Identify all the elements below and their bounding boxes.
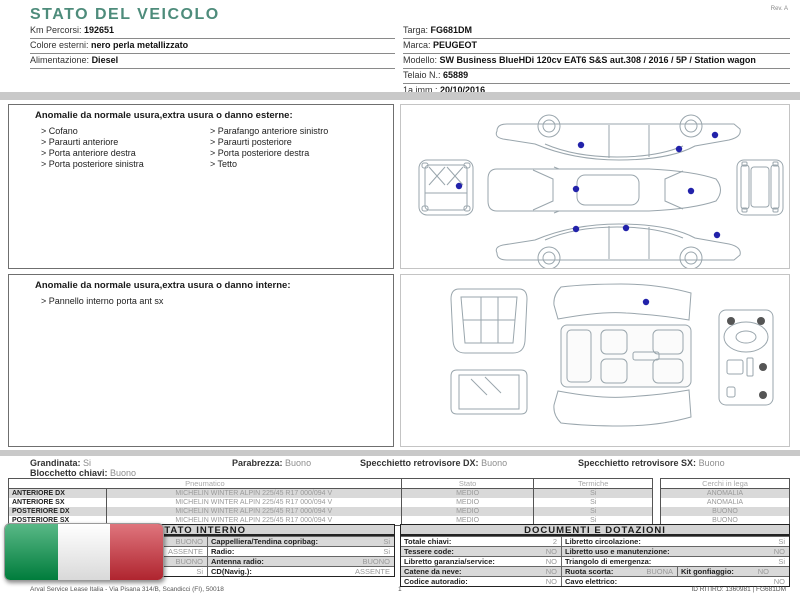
exterior-anomalies-panel: Anomalie da normale usura,extra usura o …: [8, 104, 394, 269]
condition-grandinata: Grandinata: Si: [30, 458, 92, 468]
stato-interno-row: BUONO Cappelliera/Tendina copribag: Si: [9, 536, 394, 546]
tire-row: ANTERIORE SX MICHELIN WINTER ALPIN 225/45…: [9, 498, 652, 507]
anomaly-item: Porta posteriore sinistra: [41, 159, 210, 170]
cerchi-row: ANOMALIA: [706, 499, 744, 506]
anomaly-item: Pannello interno porta ant sx: [41, 296, 210, 307]
italy-flag: [4, 523, 164, 581]
exterior-anomalies-title: Anomalie da normale usura,extra usura o …: [35, 110, 293, 121]
tire-header-pneumatico: Pneumatico: [185, 479, 225, 488]
damage-marker: [687, 187, 695, 195]
documenti-row: Tessere code: NO Libretto uso e manutenzio…: [401, 546, 789, 556]
documenti-row: Totale chiavi: 2 Libretto circolazione: Si: [401, 536, 789, 546]
condition-specchietto-dx: Specchietto retrovisore DX: Buono: [360, 458, 508, 468]
damage-marker: [675, 145, 683, 153]
damage-marker: [455, 182, 463, 190]
flag-green-band: [5, 524, 58, 580]
anomaly-item: Porta anteriore destra: [41, 148, 210, 159]
condition-specchietto-sx: Specchietto retrovisore SX: Buono: [578, 458, 725, 468]
footer-address: Arval Service Lease Italia - Via Pisana …: [30, 586, 224, 593]
field-km: Km Percorsi: 192651: [30, 24, 395, 39]
anomaly-item: Porta posteriore destra: [210, 148, 379, 159]
page-title: STATO DEL VEICOLO: [30, 6, 220, 23]
documenti-title: DOCUMENTI E DOTAZIONI: [401, 525, 789, 536]
flag-white-band: [57, 524, 111, 580]
anomaly-item: Parafango anteriore sinistro: [210, 126, 379, 137]
cerchi-row: ANOMALIA: [661, 489, 789, 498]
damage-marker: [711, 131, 719, 139]
anomaly-item: Paraurti anteriore: [41, 137, 210, 148]
damage-marker: [622, 224, 630, 232]
tire-row: POSTERIORE DX MICHELIN WINTER ALPIN 225/4…: [9, 507, 652, 516]
dashboard-view: [718, 309, 774, 406]
interior-anomalies-panel: Anomalie da normale usura,extra usura o …: [8, 274, 394, 447]
documenti-row: Catene da neve: NO Ruota scorta: BUONA Kit g…: [401, 566, 789, 576]
interior-car-diagram: [450, 283, 774, 427]
tire-row: ANTERIORE DX MICHELIN WINTER ALPIN 225/45…: [9, 489, 652, 498]
documenti-row: Codice autoradio: NO Cavo elettrico: NO: [401, 576, 789, 586]
rear-window-view: [450, 369, 528, 415]
vehicle-fields-right: Targa: FG681DM Marca: PEUGEOT Modello: S…: [403, 24, 790, 99]
anomaly-item: Tetto: [210, 159, 379, 170]
damage-marker: [572, 185, 580, 193]
footer-page-number: 1: [398, 586, 402, 593]
car-side-view-left: [495, 223, 741, 268]
flag-red-band: [110, 524, 163, 580]
cerchi-row: BUONO: [712, 517, 738, 524]
documenti-row: Libretto garanzia/service: NO Triangolo di…: [401, 556, 789, 566]
documenti-dotazioni-table: DOCUMENTI E DOTAZIONI Totale chiavi: 2 Lib…: [400, 524, 790, 587]
car-rear-view: [736, 159, 784, 216]
cerchi-header: Cerchi in lega: [702, 479, 748, 488]
exterior-car-diagram: [418, 114, 784, 268]
footer-ritiro-id: ID RITIRO: 1360981 | FG681DM: [691, 586, 786, 593]
trunk-view: [450, 288, 528, 354]
alloy-wheels-table: Cerchi in lega ANOMALIA ANOMALIA BUONO B…: [660, 478, 790, 526]
field-modello: Modello: SW Business BlueHDi 120cv EAT6 …: [403, 54, 790, 69]
tire-table: Pneumatico Stato Termiche ANTERIORE DX MI…: [8, 478, 653, 526]
tire-row: POSTERIORE SX MICHELIN WINTER ALPIN 225/4…: [9, 516, 652, 525]
anomaly-item: Paraurti posteriore: [210, 137, 379, 148]
vehicle-fields-left: Km Percorsi: 192651 Colore esterni: nero…: [30, 24, 395, 69]
field-targa: Targa: FG681DM: [403, 24, 790, 39]
damage-marker: [713, 231, 721, 239]
condition-blocchetto-chiavi: Blocchetto chiavi: Buono: [30, 468, 137, 478]
revision-label: Rev. A: [770, 6, 788, 12]
stato-interno-title: STATO INTERNO: [9, 525, 394, 536]
interior-diagram-panel: [400, 274, 790, 447]
damage-marker: [572, 225, 580, 233]
stato-interno-row: BUONO Antenna radio: BUONO: [9, 556, 394, 566]
tire-header-termiche: Termiche: [533, 479, 652, 488]
anomaly-item: Cofano: [41, 126, 210, 137]
interior-anomalies-title: Anomalie da normale usura,extra usura o …: [35, 280, 291, 291]
separator-band-middle: [0, 450, 800, 456]
field-telaio: Telaio N.: 65889: [403, 69, 790, 84]
damage-marker: [642, 298, 650, 306]
damage-marker: [577, 141, 585, 149]
separator-band-top: [0, 92, 800, 100]
field-colore: Colore esterni: nero perla metallizzato: [30, 39, 395, 54]
car-plan-view: [487, 166, 721, 214]
exterior-diagram-panel: [400, 104, 790, 269]
condition-parabrezza: Parabrezza: Buono: [232, 458, 312, 468]
cabin-plan-view: [553, 283, 692, 427]
stato-interno-row: Si CD(Navig.): ASSENTE: [9, 566, 394, 576]
stato-interno-row: ASSENTE Radio: Si: [9, 546, 394, 556]
tire-header-stato: Stato: [400, 479, 534, 488]
field-marca: Marca: PEUGEOT: [403, 39, 790, 54]
car-side-view-right: [495, 114, 741, 161]
field-alimentazione: Alimentazione: Diesel: [30, 54, 395, 69]
car-front-view: [418, 159, 474, 216]
cerchi-row: BUONO: [661, 507, 789, 516]
